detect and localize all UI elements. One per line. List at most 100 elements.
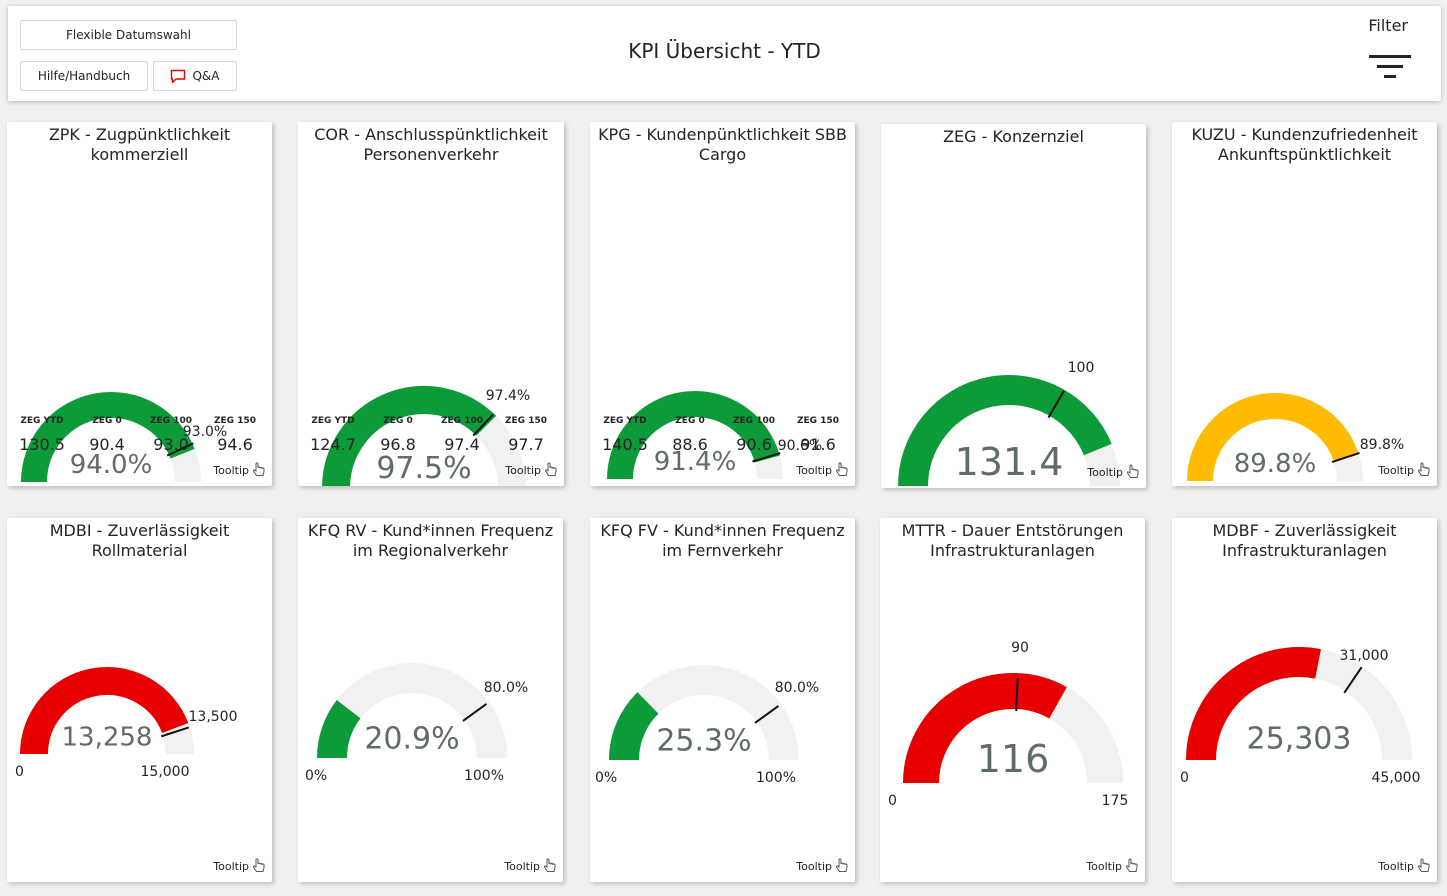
zeg-stat: ZEG 0 90.4: [74, 416, 140, 454]
zeg-stat: ZEG YTD 124.7: [300, 416, 366, 454]
kpi-card-title: KFQ FV - Kund*innen Frequenz im Fernverk…: [600, 521, 845, 560]
pointer-hand-icon: [544, 462, 557, 476]
tooltip-button[interactable]: Tooltip: [504, 858, 558, 874]
gauge-fill: [609, 692, 659, 761]
zeg-stat-label: ZEG 100: [150, 416, 192, 426]
zeg-stat: ZEG 150 97.7: [493, 416, 559, 454]
gauge-fill: [1186, 647, 1321, 761]
zeg-stat-value: 97.7: [508, 435, 544, 454]
kpi-card[interactable]: MDBF - Zuverlässigkeit Infrastrukturanla…: [1172, 518, 1437, 882]
tooltip-button[interactable]: Tooltip: [213, 858, 267, 874]
tooltip-label: Tooltip: [504, 859, 540, 873]
tooltip-button[interactable]: Tooltip: [1378, 858, 1432, 874]
filter-icon[interactable]: [1369, 52, 1411, 82]
gauge-fill: [20, 667, 189, 755]
gauge-target-label: 100: [1068, 360, 1095, 376]
zeg-stat-value: 97.4: [444, 435, 480, 454]
gauge-target-label: 13,500: [189, 709, 238, 725]
kpi-card[interactable]: MTTR - Dauer Entstörungen Infrastruktura…: [880, 518, 1145, 882]
zeg-stat: ZEG 100 90.6: [721, 416, 787, 454]
zeg-stat: ZEG YTD 130.5: [9, 416, 75, 454]
kpi-card[interactable]: ZEG - Konzernziel 131.4 0 150 100 Tooltip: [881, 124, 1146, 488]
gauge-fill: [21, 392, 195, 483]
flexible-date-button[interactable]: Flexible Datumswahl: [20, 20, 237, 50]
kpi-card[interactable]: KFQ RV - Kund*innen Frequenz im Regional…: [298, 518, 563, 882]
zeg-stat-value: 94.6: [217, 435, 253, 454]
tooltip-button[interactable]: Tooltip: [1086, 858, 1140, 874]
pointer-hand-icon: [252, 858, 265, 872]
zeg-stat-value: 124.7: [310, 435, 356, 454]
gauge-target-marker: [166, 442, 194, 457]
gauge-value: 25,303: [1247, 722, 1352, 757]
kpi-card[interactable]: KPG - Kundenpünktlichkeit SBB Cargo 91.4%…: [590, 122, 855, 486]
gauge-target-marker: [160, 726, 190, 738]
gauge-max-label: 100%: [756, 770, 796, 786]
pointer-hand-icon: [1126, 464, 1139, 478]
pointer-hand-icon: [543, 858, 556, 872]
pointer-hand-icon: [1417, 858, 1430, 872]
qa-button[interactable]: Q&A: [153, 61, 237, 91]
tooltip-label: Tooltip: [1378, 463, 1414, 477]
kpi-card-title: KUZU - Kundenzufriedenheit Ankunftspünkt…: [1191, 125, 1418, 164]
kpi-card-title: KPG - Kundenpünktlichkeit SBB Cargo: [598, 125, 847, 164]
kpi-card[interactable]: KFQ FV - Kund*innen Frequenz im Fernverk…: [590, 518, 855, 882]
gauge-max-label: 175: [1102, 793, 1129, 809]
kpi-card[interactable]: ZPK - Zugpünktlichkeit kommerziell 94.0% 5…: [7, 122, 272, 486]
zeg-stat: ZEG YTD 140.5: [592, 416, 658, 454]
gauge-target-marker: [1015, 678, 1019, 712]
gauge-chart: 116 0 175 90: [888, 640, 1129, 809]
page-title: KPI Übersicht - YTD: [628, 39, 821, 63]
gauge-chart: 91.4%0% 100%90.6%: [607, 391, 822, 480]
gauge-min-label: 0: [888, 793, 897, 809]
kpi-card-title: MTTR - Dauer Entstörungen Infrastruktura…: [901, 521, 1124, 560]
pointer-hand-icon: [252, 462, 265, 476]
gauge-value: 116: [977, 737, 1050, 781]
tooltip-button[interactable]: Tooltip: [1087, 464, 1141, 480]
tooltip-button[interactable]: Tooltip: [505, 462, 559, 478]
zeg-stat: ZEG 0 96.8: [365, 416, 431, 454]
tooltip-button[interactable]: Tooltip: [796, 462, 850, 478]
pointer-hand-icon: [1125, 858, 1138, 872]
gauge-min-label: 0%: [305, 768, 327, 784]
gauge-chart: 25,303 0 45,000 31,000: [1180, 647, 1421, 786]
kpi-card-title: KFQ RV - Kund*innen Frequenz im Regional…: [307, 521, 554, 560]
kpi-card-title: MDBI - Zuverlässigkeit Rollmaterial: [49, 521, 230, 560]
tooltip-label: Tooltip: [796, 463, 832, 477]
gauge-fill: [898, 375, 1112, 487]
tooltip-button[interactable]: Tooltip: [213, 462, 267, 478]
gauge-chart: 13,258 0 15,000 13,500: [15, 667, 238, 780]
gauge-target-label: 80.0%: [775, 680, 819, 696]
gauge-target-marker: [472, 413, 494, 437]
tooltip-label: Tooltip: [505, 463, 541, 477]
zeg-stat-label: ZEG 0: [383, 416, 413, 426]
gauge-target-marker: [1331, 452, 1360, 464]
speech-bubble-icon: [171, 69, 186, 83]
report-header: Flexible Datumswahl Hilfe/Handbuch Q&A K…: [8, 6, 1441, 101]
tooltip-button[interactable]: Tooltip: [1378, 462, 1432, 478]
pointer-hand-icon: [1417, 462, 1430, 476]
help-manual-button[interactable]: Hilfe/Handbuch: [20, 61, 148, 91]
gauge-fill: [903, 673, 1067, 784]
zeg-stat-label: ZEG YTD: [311, 416, 355, 426]
zeg-stat-value: 91.6: [800, 435, 836, 454]
tooltip-button[interactable]: Tooltip: [796, 858, 850, 874]
gauge-max-label: 45,000: [1372, 770, 1421, 786]
gauge-fill: [317, 700, 361, 759]
gauge-value: 97.5%: [376, 451, 471, 486]
filter-label[interactable]: Filter: [1368, 16, 1408, 35]
qa-button-label: Q&A: [192, 69, 220, 83]
gauge-chart: 20.9% 0% 100% 80.0%: [305, 663, 528, 784]
kpi-card-title: MDBF - Zuverlässigkeit Infrastrukturanla…: [1212, 521, 1397, 560]
kpi-card[interactable]: COR - Anschlusspünktlichkeit Personenver…: [298, 122, 564, 486]
zeg-stat: ZEG 100 97.4: [429, 416, 495, 454]
zeg-stat-label: ZEG 0: [675, 416, 705, 426]
gauge-value: 20.9%: [364, 722, 459, 757]
gauge-min-label: 0: [1180, 770, 1189, 786]
zeg-stat-value: 130.5: [19, 435, 65, 454]
kpi-card[interactable]: KUZU - Kundenzufriedenheit Ankunftspünkt…: [1172, 122, 1437, 486]
gauge-value: 25.3%: [656, 724, 751, 759]
kpi-card[interactable]: MDBI - Zuverlässigkeit Rollmaterial 13,25…: [7, 518, 272, 882]
gauge-value: 89.8%: [1234, 449, 1317, 479]
gauge-fill: [607, 391, 780, 480]
zeg-stat-label: ZEG 100: [441, 416, 483, 426]
